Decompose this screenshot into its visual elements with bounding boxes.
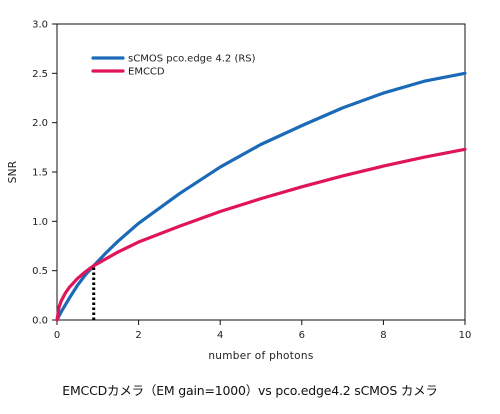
series-layer bbox=[55, 71, 467, 322]
axis-ticks: 0 2 4 6 8 10 0.0 0.5 1.0 1.5 2.0 2.5 3.0 bbox=[32, 20, 471, 342]
y-tick-label: 1.0 bbox=[32, 217, 48, 228]
y-tick-label: 0.5 bbox=[32, 266, 48, 277]
y-axis-title: SNR bbox=[7, 161, 19, 184]
y-tick-label: 0.0 bbox=[32, 316, 48, 327]
legend-label: EMCCD bbox=[128, 67, 165, 78]
snr-chart: 0 2 4 6 8 10 0.0 0.5 1.0 1.5 2.0 2.5 3.0 sCMOS pco.e… bbox=[7, 20, 471, 363]
y-tick-label: 2.5 bbox=[32, 69, 48, 80]
x-tick-label: 6 bbox=[299, 330, 305, 341]
y-tick-label: 1.5 bbox=[32, 168, 48, 179]
x-tick-label: 2 bbox=[135, 330, 141, 341]
x-tick-label: 4 bbox=[217, 330, 223, 341]
plot-frame bbox=[56, 23, 466, 321]
y-tick-label: 3.0 bbox=[32, 20, 48, 31]
x-axis-title: number of photons bbox=[208, 350, 313, 362]
legend: sCMOS pco.edge 4.2 (RS) EMCCD bbox=[91, 54, 256, 78]
x-tick-label: 10 bbox=[459, 330, 472, 341]
legend-label: sCMOS pco.edge 4.2 (RS) bbox=[128, 54, 256, 65]
figure-caption: EMCCDカメラ（EM gain=1000）vs pco.edge4.2 sCM… bbox=[62, 383, 438, 398]
x-tick-label: 0 bbox=[54, 330, 60, 341]
y-tick-label: 2.0 bbox=[32, 118, 48, 129]
series-line-emccd bbox=[55, 147, 467, 322]
x-tick-label: 8 bbox=[380, 330, 386, 341]
series-line-scmos bbox=[55, 71, 467, 322]
